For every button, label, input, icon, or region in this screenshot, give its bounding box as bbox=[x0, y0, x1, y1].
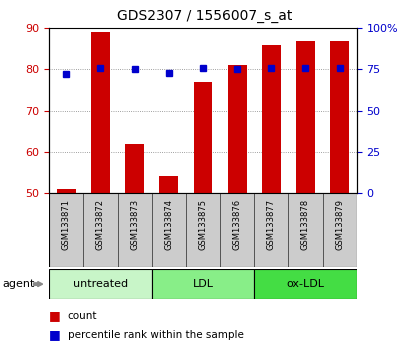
Bar bbox=[83, 193, 117, 267]
Text: GDS2307 / 1556007_s_at: GDS2307 / 1556007_s_at bbox=[117, 9, 292, 23]
Text: GSM133875: GSM133875 bbox=[198, 199, 207, 250]
Text: GSM133879: GSM133879 bbox=[334, 199, 343, 250]
Bar bbox=[49, 193, 83, 267]
Text: GSM133871: GSM133871 bbox=[62, 199, 71, 250]
Text: LDL: LDL bbox=[192, 279, 213, 289]
Bar bbox=[151, 193, 185, 267]
Bar bbox=[261, 45, 280, 193]
Bar bbox=[57, 189, 76, 193]
Bar bbox=[159, 177, 178, 193]
Bar bbox=[288, 193, 322, 267]
Bar bbox=[151, 269, 254, 299]
Text: ■: ■ bbox=[49, 309, 61, 322]
Bar bbox=[193, 82, 212, 193]
Bar bbox=[295, 41, 314, 193]
Bar bbox=[220, 193, 254, 267]
Text: ■: ■ bbox=[49, 328, 61, 341]
Text: GSM133877: GSM133877 bbox=[266, 199, 275, 250]
Bar bbox=[322, 193, 356, 267]
Text: untreated: untreated bbox=[73, 279, 128, 289]
Text: GSM133872: GSM133872 bbox=[96, 199, 105, 250]
Bar bbox=[254, 193, 288, 267]
Text: GSM133873: GSM133873 bbox=[130, 199, 139, 250]
Bar bbox=[125, 144, 144, 193]
Text: percentile rank within the sample: percentile rank within the sample bbox=[67, 330, 243, 339]
Bar bbox=[329, 41, 348, 193]
Bar bbox=[117, 193, 151, 267]
Text: GSM133878: GSM133878 bbox=[300, 199, 309, 250]
Text: agent: agent bbox=[2, 279, 34, 289]
Text: GSM133874: GSM133874 bbox=[164, 199, 173, 250]
Bar bbox=[49, 269, 151, 299]
Text: ox-LDL: ox-LDL bbox=[286, 279, 324, 289]
Bar bbox=[254, 269, 356, 299]
Text: GSM133876: GSM133876 bbox=[232, 199, 241, 250]
Bar bbox=[227, 65, 246, 193]
Bar bbox=[185, 193, 220, 267]
Bar bbox=[91, 33, 110, 193]
Text: count: count bbox=[67, 311, 97, 321]
